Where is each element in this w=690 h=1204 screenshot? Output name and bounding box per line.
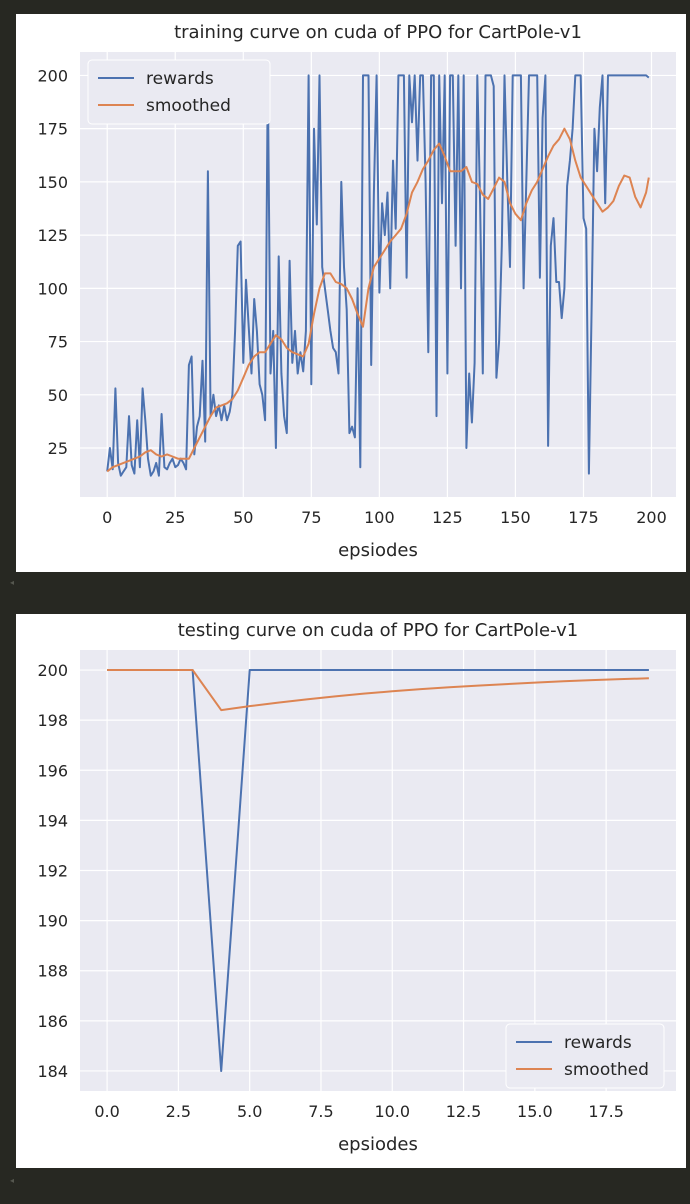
chart-0-x-tick-label: 200 [636,508,667,527]
chart-1-x-tick-label: 10.0 [374,1102,410,1121]
output-scroll-left-icon[interactable]: ◂ [10,578,15,587]
testing-chart: 0.0 2.5 5.0 7.5 10.0 12.5 15.0 17.5 184 186 188 190… [37,620,676,1155]
chart-1-y-tick-label: 188 [37,962,68,981]
chart-0-x-tick-label: 0 [102,508,112,527]
chart-1-y-tick-label: 186 [37,1012,68,1031]
chart-0-x-tick-label: 150 [500,508,531,527]
chart-1-legend-label-smoothed: smoothed [564,1060,649,1080]
chart-1-y-tick-label: 194 [37,811,68,830]
chart-1-y-tick-label: 200 [37,661,68,680]
chart-0-y-tick-label: 75 [48,333,68,352]
chart-0-legend-label-rewards: rewards [146,69,214,89]
chart-1-y-tick-label: 192 [37,862,68,881]
chart-1-x-tick-label: 0.0 [94,1102,119,1121]
chart-0-y-tick-label: 25 [48,439,68,458]
chart-0-y-tick-label: 100 [37,279,68,298]
chart-1-legend-box [505,1023,665,1089]
chart-1-x-tick-label: 2.5 [166,1102,191,1121]
chart-0-y-tick-label: 125 [37,226,68,245]
chart-1-x-tick-label: 17.5 [588,1102,624,1121]
chart-0-series-smoothed-line [106,127,650,473]
chart-1-title: testing curve on cuda of PPO for CartPol… [178,620,579,641]
chart-0-x-tick-label: 100 [364,508,395,527]
chart-1-y-tick-label: 190 [37,912,68,931]
chart-1-x-tick-label: 15.0 [517,1102,553,1121]
chart-0-y-tick-label: 175 [37,120,68,139]
testing-chart-output: 0.0 2.5 5.0 7.5 10.0 12.5 15.0 17.5 184 186 188 190… [16,614,686,1168]
chart-1-x-tick-label: 12.5 [446,1102,482,1121]
chart-0-y-tick-label: 50 [48,386,68,405]
training-chart: 0 25 50 75 100 125 150 175 200 25 50 75 100 125 150 175… [37,22,676,561]
chart-1-legend-label-rewards: rewards [564,1033,632,1053]
chart-0-series-rewards-line [106,74,650,477]
chart-0-title: training curve on cuda of PPO for CartPo… [174,22,582,43]
chart-0-y-tick-label: 200 [37,66,68,85]
chart-1-y-tick-label: 198 [37,711,68,730]
chart-0-legend-label-smoothed: smoothed [146,96,231,116]
chart-0-x-tick-label: 125 [432,508,463,527]
chart-0-x-tick-label: 175 [568,508,599,527]
chart-1-x-tick-label: 7.5 [308,1102,333,1121]
chart-0-x-tick-label: 75 [301,508,321,527]
chart-0-y-tick-label: 150 [37,173,68,192]
chart-0-x-tick-label: 25 [165,508,185,527]
chart-1-x-axis-label: epsiodes [338,1134,418,1155]
chart-1-series-smoothed-line [107,669,649,712]
chart-0-x-axis-label: epsiodes [338,540,418,561]
chart-0-x-tick-label: 50 [233,508,253,527]
output-scroll-left-icon-2[interactable]: ◂ [10,1176,15,1185]
training-chart-output: 0 25 50 75 100 125 150 175 200 25 50 75 100 125 150 175… [16,14,686,572]
chart-1-series-rewards-line [107,669,649,1072]
chart-1-x-tick-label: 5.0 [237,1102,262,1121]
chart-1-y-tick-label: 196 [37,761,68,780]
chart-1-y-tick-label: 184 [37,1062,68,1081]
chart-0-legend-box [87,59,271,125]
